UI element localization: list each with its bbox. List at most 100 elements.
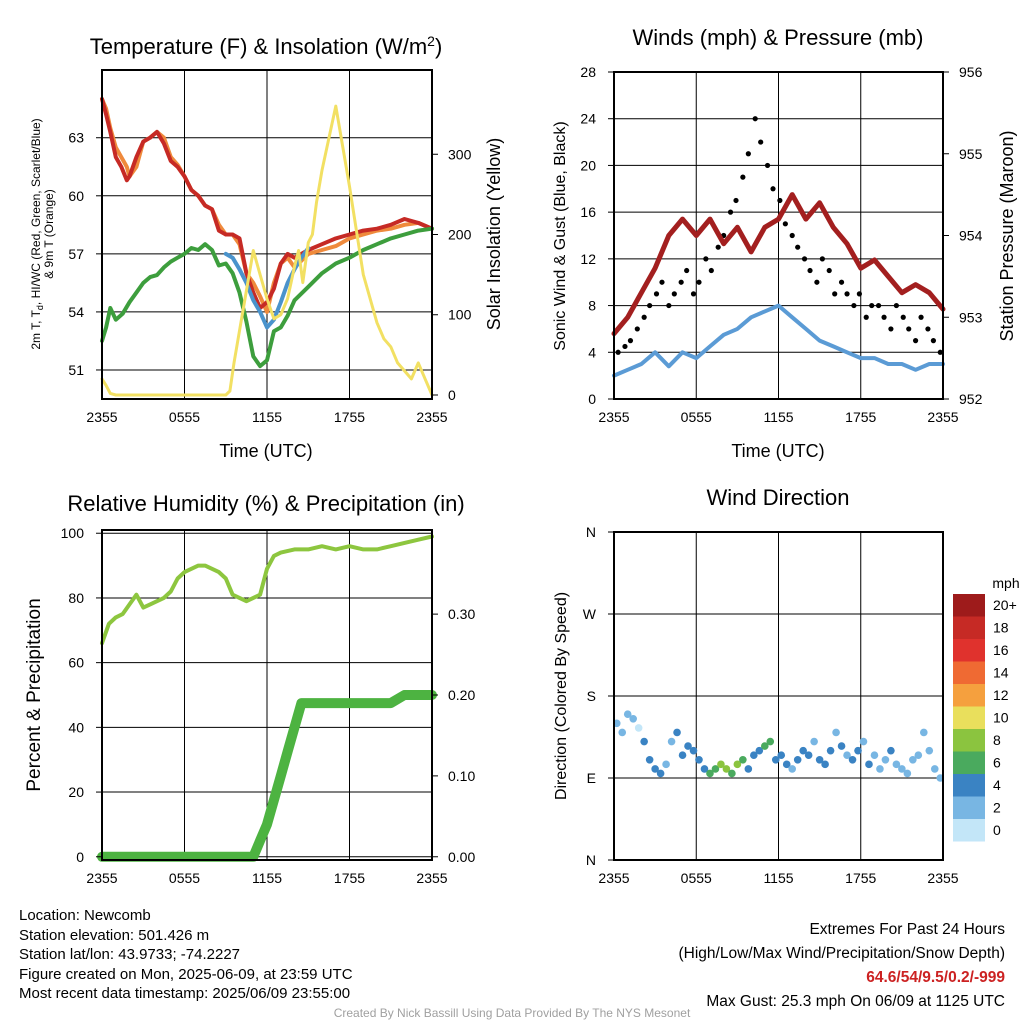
wind-axes: 2355 0555 1155 1755 235504812162024289529539… (580, 64, 982, 425)
rh-xtick-label: 0555 (169, 870, 200, 886)
gust-point (801, 256, 808, 262)
latlon-text: Station lat/lon: 43.9733; -74.2227 (19, 946, 241, 963)
dir-ytick-label: N (586, 524, 596, 540)
direction-point (717, 760, 725, 769)
temp-xtick-label: 2355 (416, 409, 447, 425)
temp-ylabel-left: 2m T, Td, HI/WC (Red, Green, Scarlet/Blu… (29, 118, 56, 349)
gust-point (745, 151, 751, 157)
gust-point (703, 256, 709, 262)
direction-point (925, 746, 934, 755)
wind-grid (613, 71, 944, 400)
gust-point (715, 244, 721, 250)
direction-point (782, 760, 791, 769)
legend-swatch (953, 616, 985, 639)
gust-point (678, 279, 684, 285)
temp-axes: 2355 0555 1155 1755 2355 51 54 57 60 63 0 100 200 300 (68, 130, 471, 425)
elevation-text: Station elevation: 501.426 m (19, 926, 210, 944)
legend-swatch (953, 639, 985, 662)
extremes-values: 64.6/54/9.5/0.2/-999 (866, 969, 1005, 986)
rh-line (100, 534, 434, 646)
temp-series-line (100, 104, 434, 397)
direction-point (843, 751, 851, 760)
wind-y2tick-label: 956 (959, 64, 983, 80)
direction-point (629, 714, 637, 723)
rh-xtick-label: 2355 (86, 870, 117, 886)
direction-point (722, 765, 731, 773)
wind-y2tick-label: 955 (959, 146, 983, 162)
wind-ytick-label: 28 (580, 64, 596, 80)
temp-ytick-label: 54 (68, 304, 84, 320)
direction-point (689, 746, 698, 755)
dir-ytick-label: N (586, 852, 596, 868)
wind-y2tick-label: 953 (959, 309, 983, 325)
direction-point (684, 742, 692, 750)
rh-xtick-label: 1155 (252, 870, 282, 886)
wind-ytick-label: 16 (580, 204, 596, 220)
extremes-subtitle: (High/Low/Max Wind/Precipitation/Snow De… (678, 945, 1006, 962)
direction-point (700, 765, 709, 773)
rh-ytick-label: 60 (68, 655, 84, 671)
pressure-line (611, 192, 946, 337)
direction-point (815, 755, 824, 764)
wind-xtick-label: 2355 (598, 409, 629, 425)
gust-point (782, 221, 788, 227)
gust-point (875, 302, 882, 309)
legend-label: 0 (993, 822, 1001, 838)
legend-swatch (953, 751, 985, 774)
dir-series (612, 710, 945, 782)
wind-ytick-label: 0 (588, 391, 596, 407)
legend-label: 12 (993, 687, 1009, 703)
wind-speed-line (612, 303, 945, 378)
rh-ytick-label: 100 (61, 525, 85, 541)
rh-title: Relative Humidity (%) & Precipitation (i… (67, 491, 464, 516)
direction-point (766, 737, 775, 746)
direction-point (887, 746, 895, 755)
svg-text:2m T, Td, HI/WC (Red, Green, S: 2m T, Td, HI/WC (Red, Green, Scarlet/Blu… (29, 118, 45, 349)
direction-point (760, 742, 769, 750)
temp-y2tick-label: 200 (448, 227, 472, 243)
temp-ytick-label: 57 (68, 246, 84, 262)
legend-swatch (953, 706, 985, 729)
direction-point (837, 742, 846, 750)
rh-y2tick-label: 0.10 (448, 768, 475, 784)
wind-xtick-label: 2355 (927, 409, 958, 425)
gust-point (690, 291, 697, 297)
dir-panel: Wind Direction 2355 0555 1155 1755 2355NESWN… (553, 485, 1020, 886)
direction-point (876, 765, 884, 773)
wind-ylabel-right: Station Pressure (Maroon) (997, 130, 1017, 341)
legend-swatch (953, 729, 985, 752)
direction-point (909, 755, 917, 764)
wind-xtick-label: 1755 (845, 409, 876, 425)
gust-point (708, 267, 714, 274)
direction-point (771, 755, 780, 764)
dir-ytick-label: S (587, 688, 596, 704)
gust-point (752, 116, 758, 122)
direction-point (706, 769, 714, 778)
temp-series (100, 97, 434, 397)
legend-swatch (953, 819, 985, 842)
gust-point (869, 302, 875, 309)
legend-label: 4 (993, 777, 1001, 793)
rh-ytick-label: 80 (68, 590, 84, 606)
direction-point (903, 769, 912, 778)
legend-label: 16 (993, 642, 1009, 658)
dir-xtick-label: 2355 (927, 870, 958, 886)
direction-point (733, 760, 742, 769)
gust-point (838, 279, 845, 285)
dir-xtick-label: 0555 (681, 870, 712, 886)
gust-point (918, 314, 924, 320)
legend-label: 6 (993, 755, 1001, 771)
gust-point (758, 139, 764, 145)
wind-title: Winds (mph) & Pressure (mb) (633, 25, 924, 50)
temp-xtick-label: 0555 (169, 409, 200, 425)
legend-swatch (953, 774, 985, 797)
rh-y2tick-label: 0.00 (448, 849, 475, 865)
wind-xtick-label: 1155 (763, 409, 793, 425)
direction-point (673, 728, 681, 737)
temp-title: Temperature (F) & Insolation (W/m2) (90, 33, 443, 59)
gust-point (851, 302, 857, 309)
wind-ytick-label: 20 (580, 157, 596, 173)
direction-point (810, 737, 818, 746)
direction-point (711, 765, 720, 773)
